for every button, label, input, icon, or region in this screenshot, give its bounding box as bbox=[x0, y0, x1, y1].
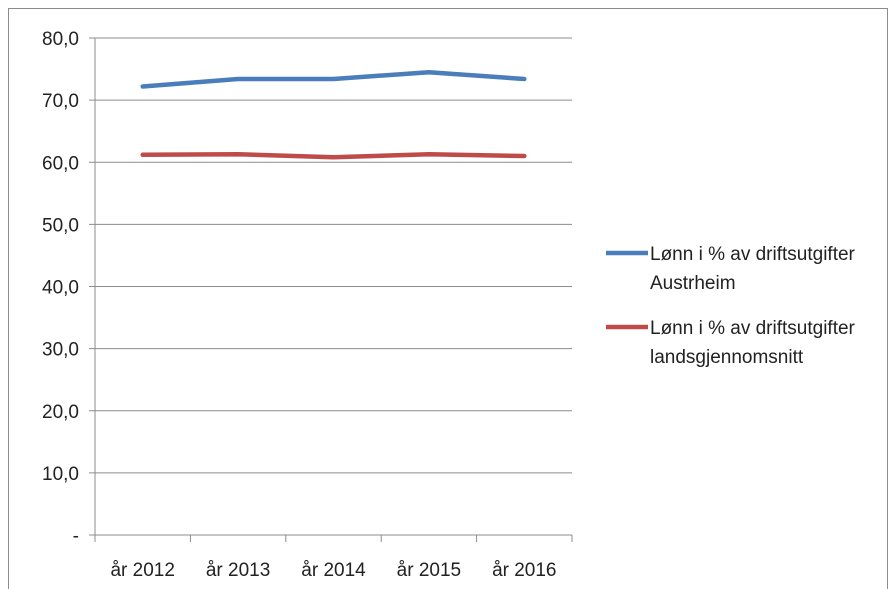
legend-label-1: Lønn i % av driftsutgifter bbox=[650, 244, 856, 265]
y-tick-label: - bbox=[73, 526, 79, 547]
legend-label-2: Lønn i % av driftsutgifter bbox=[650, 318, 856, 339]
x-tick-label: år 2014 bbox=[301, 560, 366, 581]
x-tick-label: år 2016 bbox=[492, 560, 556, 581]
x-tick-label: år 2012 bbox=[110, 560, 174, 581]
series-line-1 bbox=[140, 69, 527, 89]
y-tick-label: 30,0 bbox=[42, 340, 79, 361]
x-tick-label: år 2015 bbox=[397, 560, 461, 581]
x-tick-label: år 2013 bbox=[206, 560, 270, 581]
y-tick-label: 40,0 bbox=[42, 278, 79, 299]
y-tick-label: 60,0 bbox=[42, 153, 79, 174]
chart-frame bbox=[8, 8, 888, 589]
y-tick-label: 70,0 bbox=[42, 91, 79, 112]
y-tick-label: 80,0 bbox=[42, 29, 79, 50]
series-line-2 bbox=[140, 151, 527, 160]
legend-label-2: landsgjennomsnitt bbox=[650, 347, 804, 368]
legend-label-1: Austrheim bbox=[650, 273, 736, 294]
y-tick-label: 10,0 bbox=[42, 464, 79, 485]
y-tick-label: 20,0 bbox=[42, 402, 79, 423]
y-tick-label: 50,0 bbox=[42, 215, 79, 236]
